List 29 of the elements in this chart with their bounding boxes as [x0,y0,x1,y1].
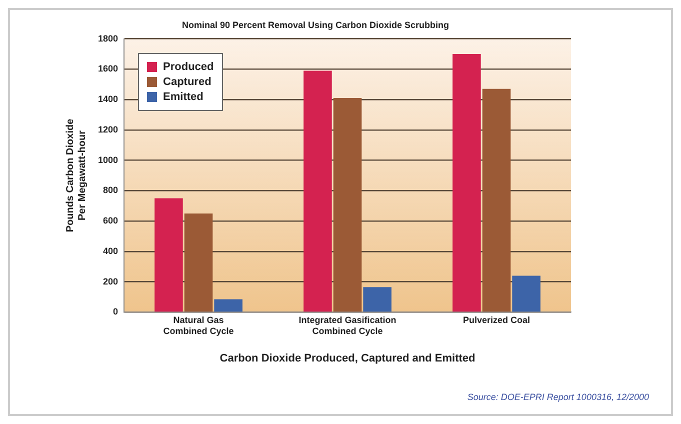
y-tick-label: 0 [113,306,118,317]
bar [512,276,540,312]
legend-label: Produced [163,60,214,73]
x-tick-label: Pulverized Coal [462,315,530,326]
legend-label: Emitted [163,90,204,103]
y-tick-label: 800 [102,185,118,196]
bar [452,54,481,312]
legend-label: Captured [163,76,212,88]
y-tick-label: 1600 [98,64,118,74]
bar [363,287,392,312]
y-tick-label: 1800 [98,33,118,44]
x-tick-label: Integrated Gasification Combined Cycle [298,315,396,336]
chart-title: Nominal 90 Percent Removal Using Carbon Dioxide Scrubbing [182,20,450,30]
bar [214,299,242,312]
bar [482,88,511,312]
x-axis-title: Carbon Dioxide Produced, Captured and Emitted [220,352,476,364]
y-tick-label: 1000 [98,154,118,165]
y-tick-label: 1400 [98,94,118,104]
y-tick-label: 400 [102,246,118,256]
bar [304,70,332,312]
bar [184,213,213,312]
y-tick-label: 200 [102,276,118,286]
y-axis-title: Pounds Carbon Dioxide Per Megawatt-hour [64,118,88,232]
x-tick-label: Natural Gas Combined Cycle [163,315,234,336]
bar [333,98,362,312]
y-tick-label: 600 [102,216,118,226]
source-note: Source: DOE-EPRI Report 1000316, 12/2000 [467,392,649,402]
bar [154,198,183,312]
y-tick-label: 1200 [98,124,118,134]
